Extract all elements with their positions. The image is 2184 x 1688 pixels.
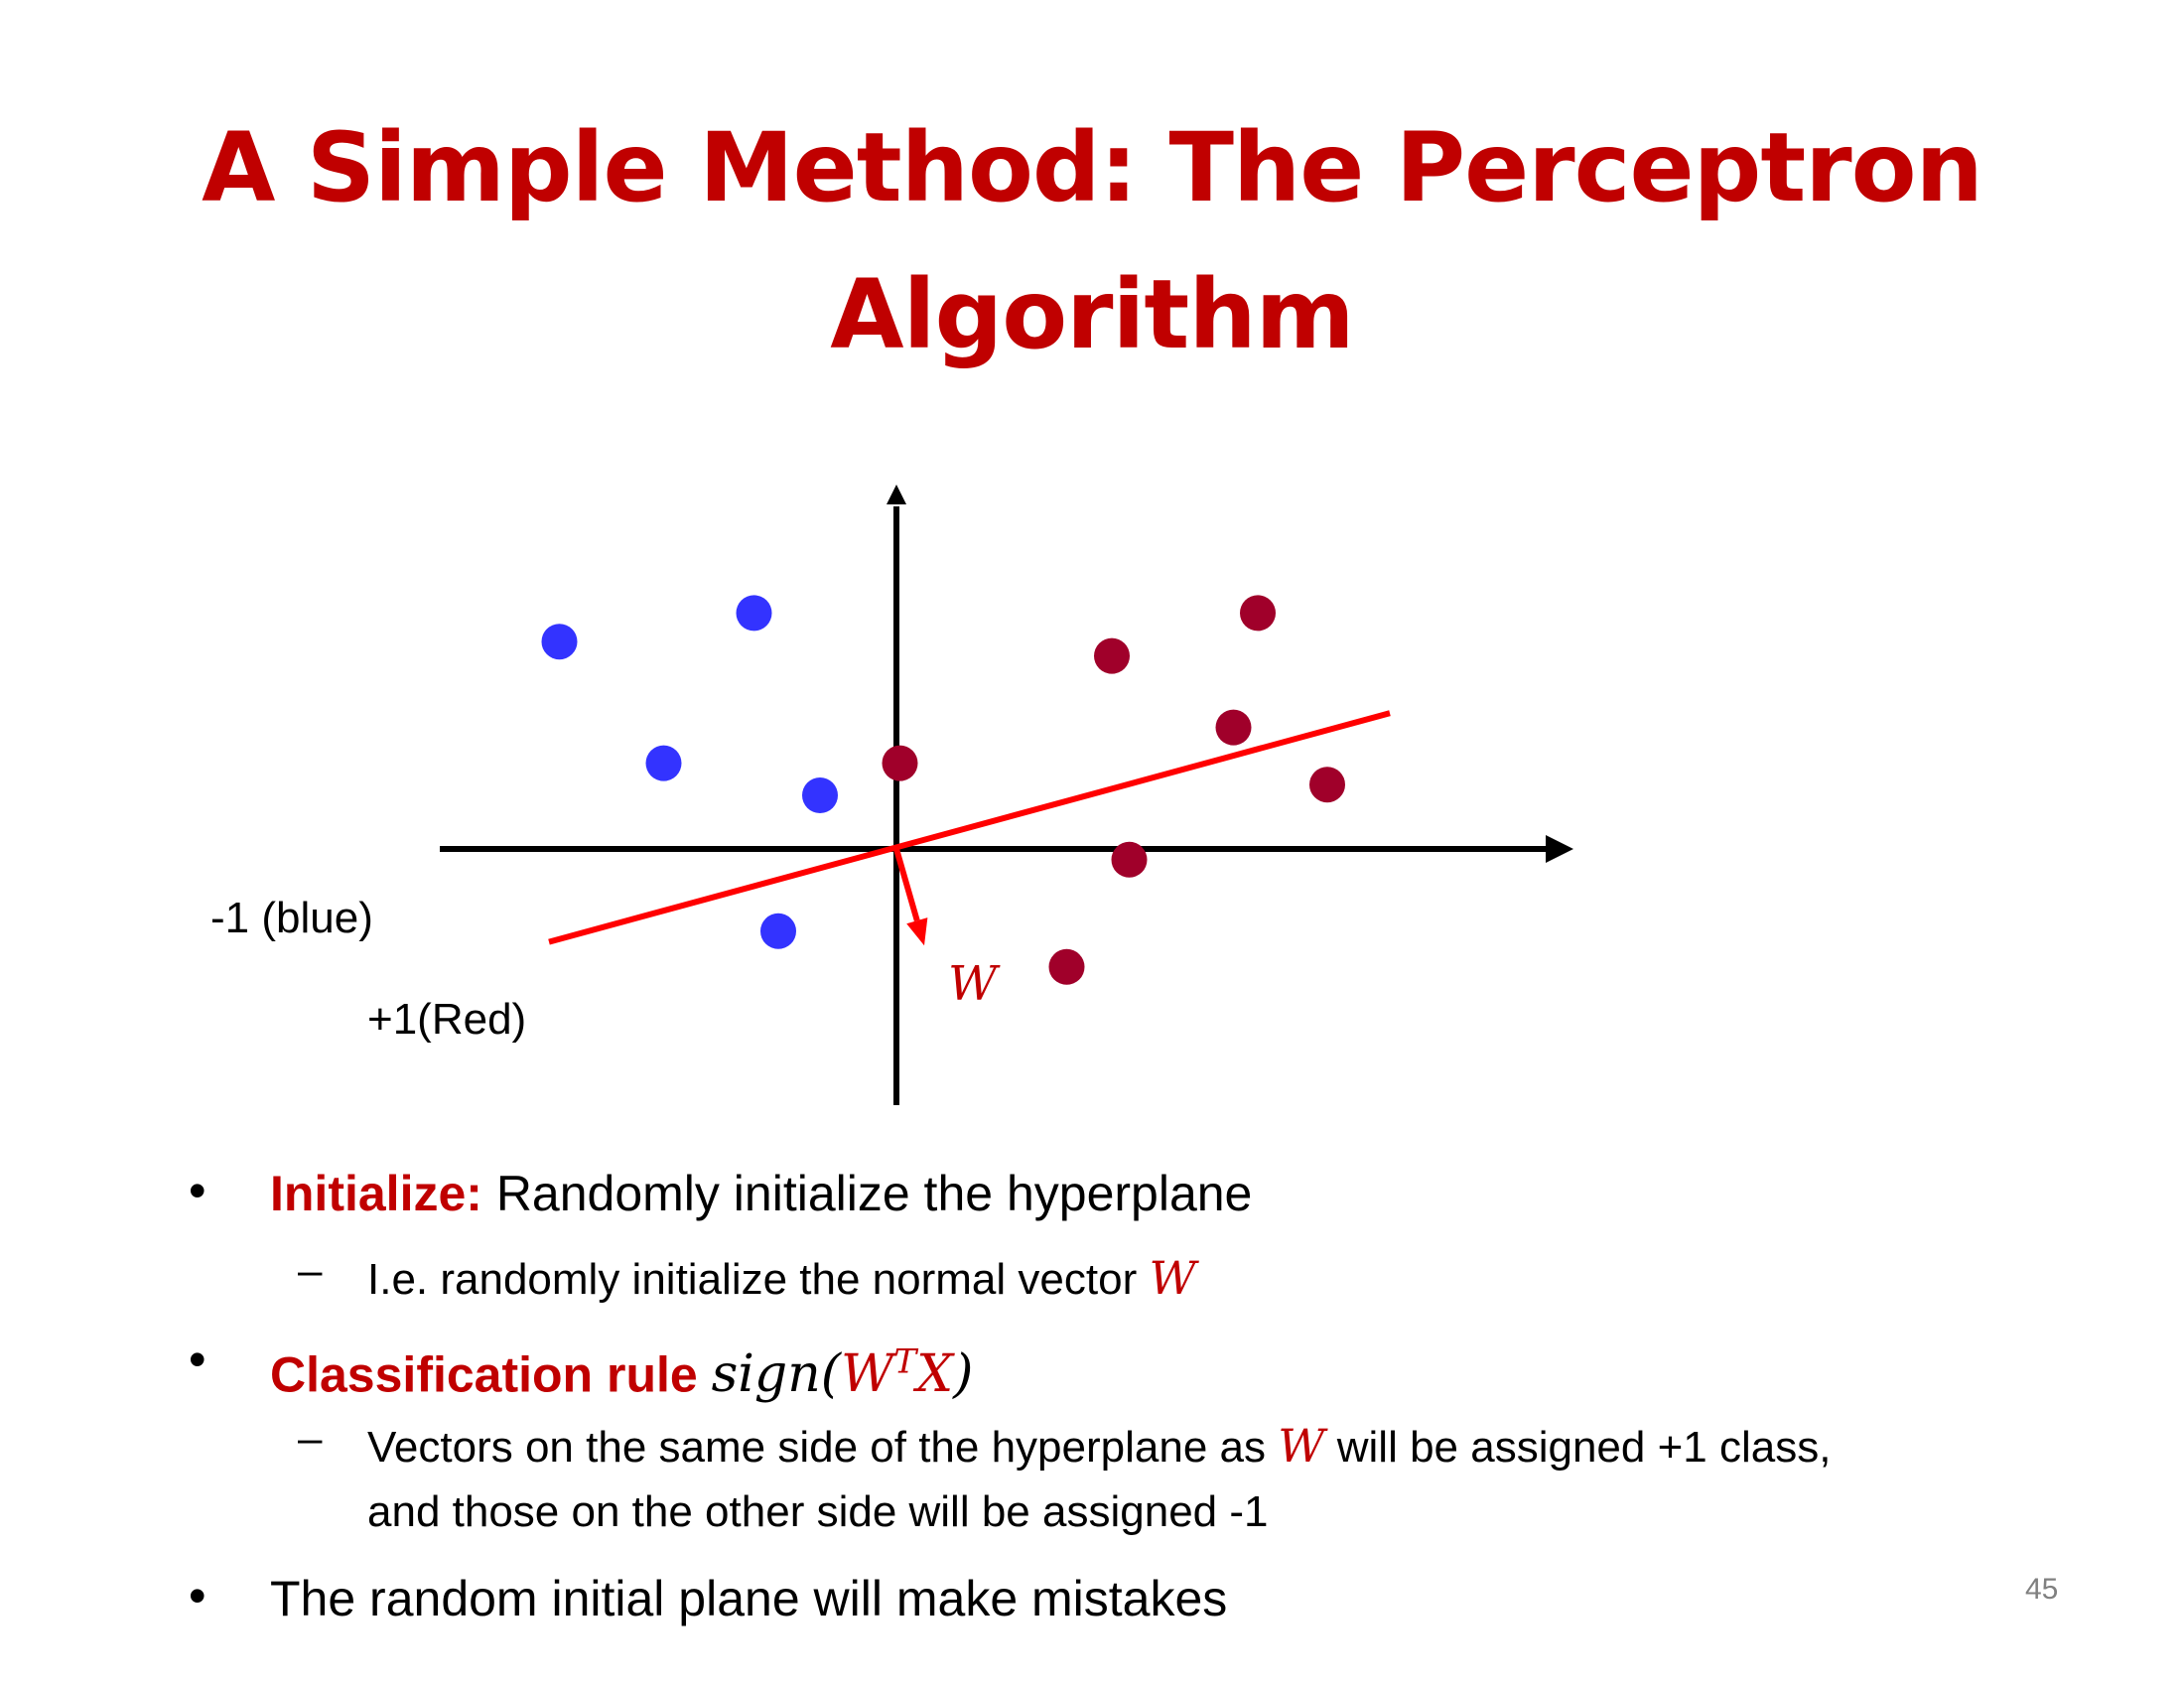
red-point <box>1048 948 1085 985</box>
slide-title-line-2: Algorithm <box>830 259 1354 370</box>
blue-point <box>760 913 796 949</box>
bullet-marker-1: • <box>189 1163 206 1218</box>
sub-bullet-assignment-text-2: will be assigned +1 class, <box>1324 1423 1832 1472</box>
formula-x: X <box>916 1344 954 1405</box>
sub-bullet-marker-1: – <box>298 1246 323 1295</box>
red-point <box>1094 637 1130 674</box>
bullet-classification-rule: Classification rule sign(WTX) <box>270 1333 973 1404</box>
red-point <box>1240 595 1276 632</box>
bullet-initialize: Initialize: Randomly initialize the hype… <box>270 1164 1252 1223</box>
bullet-marker-2: • <box>189 1332 206 1387</box>
blue-point <box>802 777 838 813</box>
red-point <box>1111 841 1148 878</box>
blue-point <box>736 595 772 632</box>
sub-bullet-assignment-math: W <box>1278 1419 1325 1473</box>
bullet-random-plane: The random initial plane will make mista… <box>270 1571 1228 1626</box>
bullet-marker-3: • <box>189 1568 206 1623</box>
page-number: 45 <box>2025 1573 2059 1606</box>
sub-bullet-normal-vector-math: W <box>1149 1251 1196 1305</box>
hyperplane-line <box>548 710 1391 945</box>
sub-bullet-assignment-text-1: Vectors on the same side of the hyperpla… <box>367 1423 1279 1472</box>
slide-title-line-1: A Simple Method: The Perceptron <box>202 112 1983 223</box>
bullet-initialize-text: Randomly initialize the hyperplane <box>481 1166 1253 1221</box>
red-point <box>882 745 918 781</box>
data-points <box>541 595 1345 985</box>
red-point <box>1309 767 1345 803</box>
sub-bullet-assignment-line-2: and those on the other side will be assi… <box>367 1487 1269 1536</box>
sub-bullet-normal-vector: I.e. randomly initialize the normal vect… <box>367 1249 1196 1309</box>
normal-vector-arrowhead <box>906 917 928 946</box>
formula-close: ) <box>953 1344 974 1405</box>
negative-class-label: -1 (blue) <box>210 894 373 942</box>
bullet-initialize-keyword: Initialize: <box>270 1166 482 1221</box>
sub-bullet-marker-2: – <box>298 1414 323 1463</box>
red-point <box>1215 709 1252 746</box>
slide-title: A Simple Method: The Perceptron Algorith… <box>0 94 2184 388</box>
formula-transpose: T <box>893 1342 917 1382</box>
y-axis-arrowhead <box>887 485 906 504</box>
blue-point <box>645 745 682 781</box>
coordinate-axes <box>440 485 1573 1105</box>
classification-formula: sign(WTX) <box>711 1342 974 1405</box>
positive-class-label: +1(Red) <box>367 995 527 1044</box>
sub-bullet-normal-vector-text: I.e. randomly initialize the normal vect… <box>367 1255 1150 1304</box>
x-axis-arrowhead <box>1546 835 1573 863</box>
sub-bullet-assignment-line-1: Vectors on the same side of the hyperpla… <box>367 1417 1831 1477</box>
normal-vector-label: W <box>948 956 998 1012</box>
formula-w: W <box>841 1344 894 1405</box>
formula-sign: sign( <box>711 1344 841 1405</box>
bullet-classification-keyword: Classification rule <box>270 1346 698 1403</box>
normal-vector-arrow <box>893 848 920 922</box>
blue-point <box>541 624 578 660</box>
